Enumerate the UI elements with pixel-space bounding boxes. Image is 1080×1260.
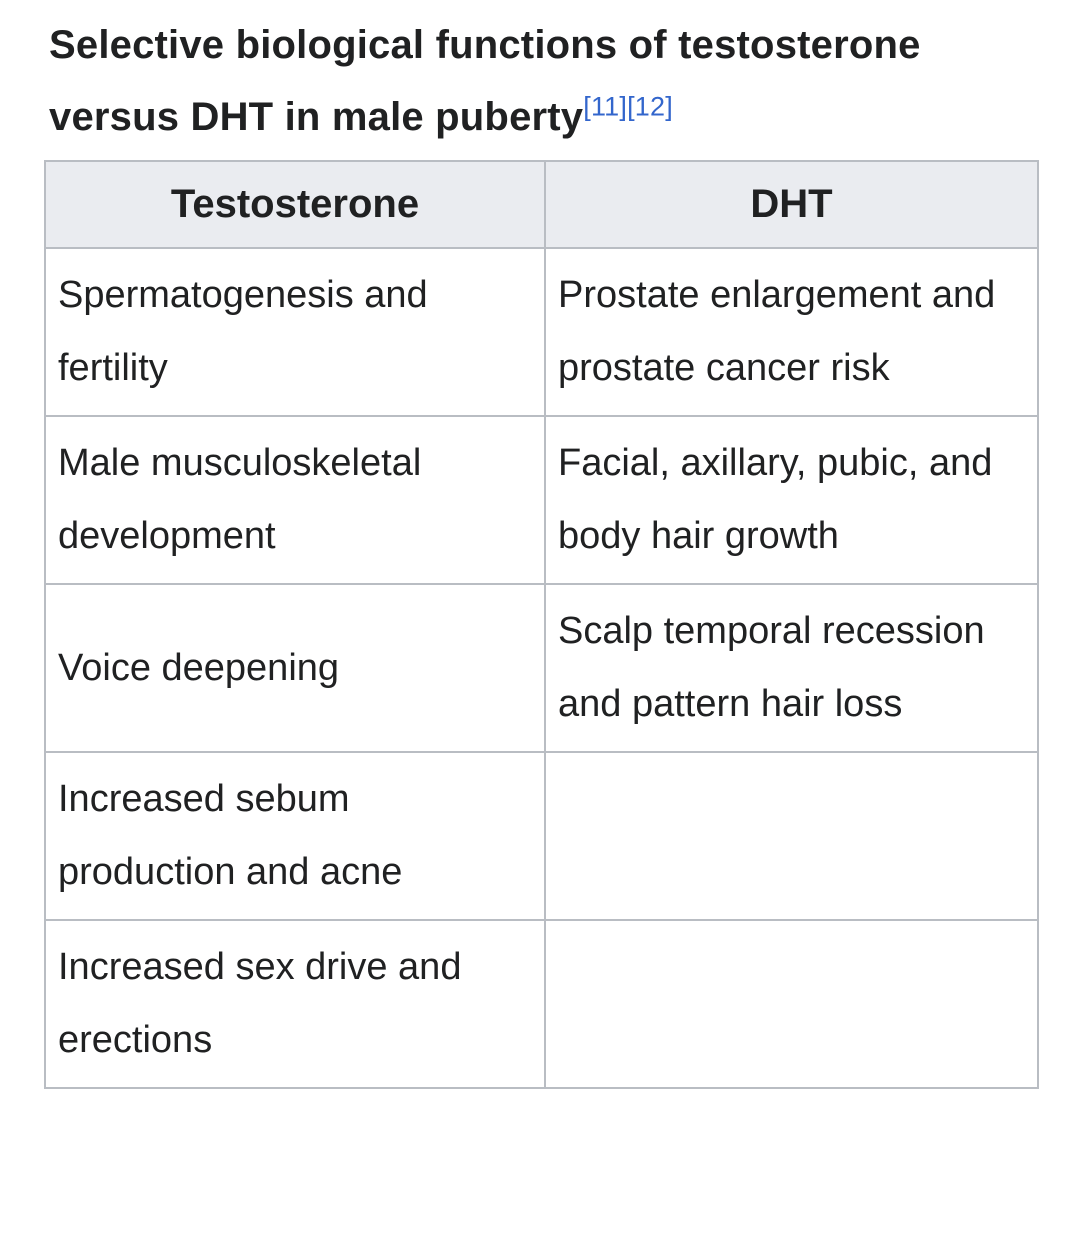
table-title-text: Selective biological functions of testos… xyxy=(49,23,921,139)
reference-12-link[interactable]: [12] xyxy=(627,91,673,122)
cell-testosterone-2: Male musculoskeletal development xyxy=(44,415,546,585)
table-row: Voice deepening Scalp temporal recession… xyxy=(44,583,1039,753)
table-row: Male musculoskeletal development Facial,… xyxy=(44,415,1039,585)
cell-dht-3: Scalp temporal recession and pattern hai… xyxy=(544,583,1039,753)
comparison-table: Testosterone DHT Spermatogenesis and fer… xyxy=(44,160,1039,1089)
header-row: Testosterone DHT xyxy=(44,160,1039,249)
table-row: Increased sebum production and acne xyxy=(44,751,1039,921)
article-content: Selective biological functions of testos… xyxy=(0,9,1080,1089)
cell-dht-1: Prostate enlargement and prostate cancer… xyxy=(544,247,1039,417)
page-title: Selective biological functions of testos… xyxy=(49,9,1009,153)
reference-12: [12] xyxy=(627,92,673,122)
cell-testosterone-1: Spermatogenesis and fertility xyxy=(44,247,546,417)
cell-testosterone-3: Voice deepening xyxy=(44,583,546,753)
table-row: Spermatogenesis and fertility Prostate e… xyxy=(44,247,1039,417)
cell-dht-4 xyxy=(544,751,1039,921)
table-row: Increased sex drive and erections xyxy=(44,919,1039,1089)
column-header-dht: DHT xyxy=(544,160,1039,249)
cell-testosterone-5: Increased sex drive and erections xyxy=(44,919,546,1089)
cell-dht-2: Facial, axillary, pubic, and body hair g… xyxy=(544,415,1039,585)
title-references: [11][12] xyxy=(583,92,673,139)
reference-11-link[interactable]: [11] xyxy=(583,91,628,122)
cell-testosterone-4: Increased sebum production and acne xyxy=(44,751,546,921)
cell-dht-5 xyxy=(544,919,1039,1089)
column-header-testosterone: Testosterone xyxy=(44,160,546,249)
reference-11: [11] xyxy=(583,92,627,122)
